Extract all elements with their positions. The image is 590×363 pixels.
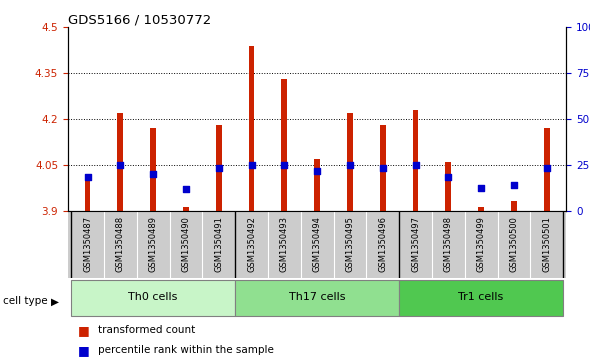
Point: [345, 162, 355, 168]
Point: [116, 162, 125, 168]
Text: GSM1350496: GSM1350496: [378, 216, 387, 272]
FancyBboxPatch shape: [71, 280, 235, 315]
Text: GSM1350499: GSM1350499: [477, 216, 486, 272]
Bar: [281, 79, 287, 211]
Bar: [183, 208, 189, 211]
Text: percentile rank within the sample: percentile rank within the sample: [98, 345, 274, 355]
Bar: [380, 125, 386, 211]
Text: GSM1350487: GSM1350487: [83, 216, 92, 272]
Bar: [84, 174, 90, 211]
Point: [280, 162, 289, 168]
Text: GSM1350494: GSM1350494: [313, 216, 322, 272]
Bar: [478, 208, 484, 211]
Text: GSM1350493: GSM1350493: [280, 216, 289, 272]
Bar: [216, 125, 222, 211]
Text: GSM1350498: GSM1350498: [444, 216, 453, 272]
Point: [444, 174, 453, 180]
Text: Th17 cells: Th17 cells: [289, 292, 345, 302]
Point: [509, 182, 519, 187]
Text: GSM1350489: GSM1350489: [149, 216, 158, 272]
Bar: [347, 113, 353, 211]
Bar: [117, 113, 123, 211]
Point: [214, 165, 224, 171]
Bar: [150, 128, 156, 211]
Text: Th0 cells: Th0 cells: [129, 292, 178, 302]
Bar: [248, 45, 254, 211]
Text: GSM1350488: GSM1350488: [116, 216, 125, 272]
Bar: [511, 201, 517, 211]
Bar: [314, 159, 320, 211]
Text: GSM1350500: GSM1350500: [509, 216, 519, 272]
Text: ▶: ▶: [51, 296, 59, 306]
Bar: [445, 162, 451, 211]
Text: GDS5166 / 10530772: GDS5166 / 10530772: [68, 13, 211, 26]
Point: [542, 165, 552, 171]
Point: [149, 171, 158, 177]
Point: [312, 168, 322, 174]
Text: ■: ■: [78, 344, 90, 357]
Text: GSM1350492: GSM1350492: [247, 216, 256, 272]
Text: GSM1350497: GSM1350497: [411, 216, 420, 272]
Point: [83, 174, 92, 180]
FancyBboxPatch shape: [235, 280, 399, 315]
Text: GSM1350491: GSM1350491: [214, 216, 223, 272]
Text: Tr1 cells: Tr1 cells: [458, 292, 504, 302]
Point: [247, 162, 256, 168]
Point: [411, 162, 420, 168]
Bar: [412, 110, 418, 211]
Point: [378, 165, 388, 171]
Point: [476, 185, 486, 191]
Text: GSM1350495: GSM1350495: [345, 216, 355, 272]
Bar: [544, 128, 550, 211]
Text: ■: ■: [78, 324, 90, 337]
FancyBboxPatch shape: [399, 280, 563, 315]
Text: GSM1350490: GSM1350490: [182, 216, 191, 272]
Text: GSM1350501: GSM1350501: [542, 216, 551, 272]
Point: [181, 186, 191, 192]
Text: cell type: cell type: [3, 296, 48, 306]
Text: transformed count: transformed count: [98, 325, 195, 335]
